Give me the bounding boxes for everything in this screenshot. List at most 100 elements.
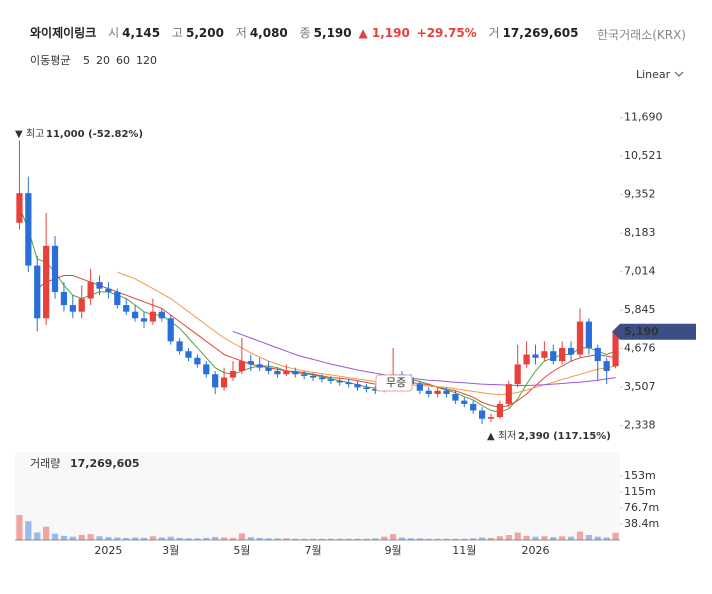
candle-body	[532, 354, 539, 358]
candle-body	[478, 410, 486, 419]
close-label: 종	[299, 26, 311, 40]
candle-body	[496, 403, 504, 418]
volume-bar	[194, 538, 201, 540]
candle-body	[461, 400, 468, 404]
candle-body	[425, 390, 432, 395]
candle-body	[505, 384, 512, 404]
volume-bar	[43, 526, 50, 540]
volume-bar	[398, 537, 406, 540]
volume-bar	[167, 536, 174, 540]
high-note-label: ▼ 최고	[15, 128, 44, 140]
volume-bar	[60, 535, 68, 540]
candle-body	[309, 375, 317, 378]
volume-bar	[327, 538, 334, 540]
candle-body	[220, 377, 228, 388]
candle-body	[131, 311, 139, 319]
volume-bar	[176, 537, 183, 540]
volume-bar	[149, 536, 157, 540]
volume-bar	[140, 537, 148, 540]
legend-entry: 60	[116, 54, 130, 67]
volume-tick-label: 38.4m	[624, 517, 659, 530]
high-label: 고	[171, 26, 183, 40]
low-label: 저	[235, 26, 247, 40]
x-tick-label: 5월	[233, 544, 250, 557]
volume-bar	[470, 538, 477, 540]
candle-body	[96, 282, 103, 289]
volume-bar	[478, 537, 486, 540]
event-badge	[375, 374, 413, 392]
candle-body	[372, 389, 379, 391]
candle-body	[576, 321, 584, 355]
candle-body	[283, 370, 290, 375]
volume-bar	[452, 538, 459, 540]
low-note-label: ▲ 최저	[487, 430, 516, 442]
close-value: 5,190	[313, 26, 352, 40]
candle-body	[416, 384, 423, 391]
x-tick-label: 2025	[94, 544, 122, 557]
x-tick-label: 2026	[521, 544, 549, 557]
event-note: 무증	[386, 376, 406, 389]
y-tick-label: 3,507	[624, 380, 656, 393]
candle-body	[336, 380, 343, 383]
candle-body	[559, 347, 566, 362]
volume-bar	[274, 538, 281, 540]
volume-bar	[265, 538, 272, 540]
last-price-label: 5,190	[624, 325, 659, 338]
volume-bar	[541, 536, 548, 540]
volume-bar	[229, 537, 237, 540]
candle-body	[292, 370, 299, 375]
volume-bar	[238, 533, 245, 540]
volume-bar	[559, 536, 566, 540]
x-tick-label: 7월	[304, 544, 321, 557]
legend-entry: 5	[83, 54, 90, 67]
chevron	[674, 71, 684, 77]
change-pct: +29.75%	[416, 26, 477, 40]
ma-line	[36, 275, 616, 408]
candle-body	[523, 354, 530, 365]
volume-bar	[390, 534, 397, 540]
candle-body	[203, 364, 210, 375]
volume-total: 17,269,605	[70, 457, 140, 470]
volume-bar	[185, 538, 192, 540]
candle-body	[34, 265, 41, 319]
volume-bar	[212, 537, 219, 540]
candle-body	[541, 351, 548, 358]
volume-bar	[345, 538, 352, 540]
x-tick-label: 11월	[452, 544, 476, 557]
ma-line	[117, 271, 616, 396]
volume-bar	[372, 538, 379, 540]
volume-bar	[354, 538, 361, 540]
volume-bar	[318, 538, 326, 540]
candle-body	[452, 394, 459, 401]
x-tick-label: 9월	[385, 544, 402, 557]
volume-label: 거	[488, 26, 500, 40]
volume-bar	[123, 537, 130, 540]
change: ▲ 1,190	[358, 26, 410, 40]
volume-bar	[496, 536, 504, 540]
candle-body	[363, 387, 370, 390]
y-tick-label: 5,845	[624, 303, 656, 316]
volume-bar	[434, 538, 441, 540]
volume-bar	[114, 537, 121, 540]
volume-bar	[576, 531, 584, 540]
candle-body	[238, 361, 245, 371]
candle-body	[114, 291, 121, 306]
volume-bar	[69, 536, 76, 540]
scale-toggle[interactable]: Linear	[636, 68, 671, 81]
candle-body	[176, 341, 183, 352]
candle-body	[105, 288, 112, 292]
candle-body	[194, 357, 201, 365]
volume-bar	[381, 536, 388, 540]
candle-body	[487, 417, 495, 419]
volume-panel	[15, 452, 620, 540]
candle-body	[345, 382, 352, 385]
candle-body	[265, 367, 272, 371]
candle-body	[514, 364, 521, 385]
volume-bar	[514, 532, 521, 540]
volume-bar	[407, 538, 415, 540]
volume-bar	[96, 536, 103, 540]
candle-body	[229, 370, 237, 378]
volume-tick-label: 76.7m	[624, 501, 659, 514]
volume-bar	[550, 537, 557, 540]
